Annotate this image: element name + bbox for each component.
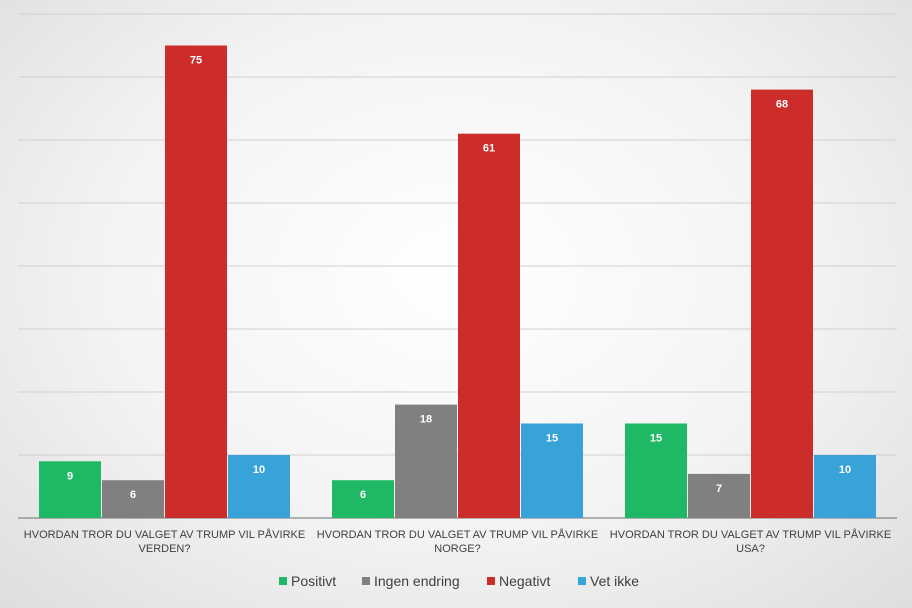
legend-label: Vet ikke: [590, 573, 639, 589]
bar-negativt: [751, 89, 813, 518]
bar-ingen-endring: [395, 404, 457, 518]
bar-value-label: 10: [253, 464, 265, 476]
legend-label: Ingen endring: [374, 573, 460, 589]
bar-negativt: [458, 133, 520, 518]
bar-value-label: 75: [190, 55, 202, 67]
legend-swatch: [487, 577, 495, 585]
category-labels: HVORDAN TROR DU VALGET AV TRUMP VIL PÅVI…: [24, 528, 891, 555]
bar-negativt: [165, 45, 227, 518]
category-label: HVORDAN TROR DU VALGET AV TRUMP VIL PÅVI…: [317, 528, 598, 541]
bar-value-label: 61: [483, 143, 495, 155]
legend-swatch: [362, 577, 370, 585]
data-labels: 9 6 15 6 18 7 75 61 68 10 15 10: [67, 55, 851, 502]
category-label: USA?: [736, 543, 765, 555]
bar-vet-ikke: [521, 423, 583, 518]
category-label: NORGE?: [434, 543, 480, 555]
bar-value-label: 18: [420, 414, 432, 426]
bar-value-label: 68: [776, 99, 788, 111]
legend: Positivt Ingen endring Negativt Vet ikke: [279, 573, 639, 589]
bar-value-label: 15: [650, 433, 662, 445]
bars: [39, 45, 876, 518]
category-label: VERDEN?: [139, 543, 191, 555]
legend-swatch: [578, 577, 586, 585]
legend-label: Negativt: [499, 573, 550, 589]
bar-positivt: [332, 480, 394, 518]
bar-ingen-endring: [688, 473, 750, 518]
bar-positivt: [39, 461, 101, 518]
bar-value-label: 6: [130, 489, 136, 501]
bar-value-label: 15: [546, 433, 558, 445]
bar-vet-ikke: [228, 455, 290, 518]
legend-swatch: [279, 577, 287, 585]
bar-value-label: 9: [67, 470, 73, 482]
category-label: HVORDAN TROR DU VALGET AV TRUMP VIL PÅVI…: [610, 528, 891, 541]
category-label: HVORDAN TROR DU VALGET AV TRUMP VIL PÅVI…: [24, 528, 305, 541]
legend-label: Positivt: [291, 573, 336, 589]
gridlines: [18, 13, 897, 519]
bar-positivt: [625, 423, 687, 518]
bar-vet-ikke: [814, 455, 876, 518]
bar-value-label: 6: [360, 489, 366, 501]
bar-value-label: 10: [839, 464, 851, 476]
bar-value-label: 7: [716, 483, 722, 495]
bar-ingen-endring: [102, 480, 164, 518]
